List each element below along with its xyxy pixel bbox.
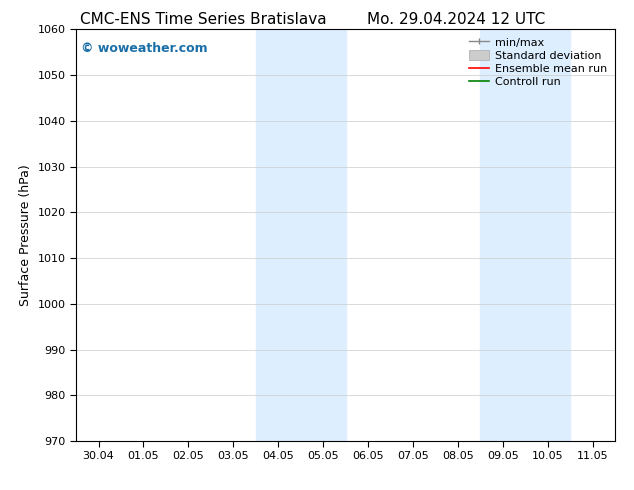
Legend: min/max, Standard deviation, Ensemble mean run, Controll run: min/max, Standard deviation, Ensemble me…: [467, 35, 609, 90]
Bar: [481, 29, 570, 441]
Bar: [256, 29, 346, 441]
Y-axis label: Surface Pressure (hPa): Surface Pressure (hPa): [19, 164, 32, 306]
Text: CMC-ENS Time Series Bratislava: CMC-ENS Time Series Bratislava: [80, 12, 326, 27]
Text: Mo. 29.04.2024 12 UTC: Mo. 29.04.2024 12 UTC: [367, 12, 546, 27]
Text: © woweather.com: © woweather.com: [81, 42, 208, 55]
